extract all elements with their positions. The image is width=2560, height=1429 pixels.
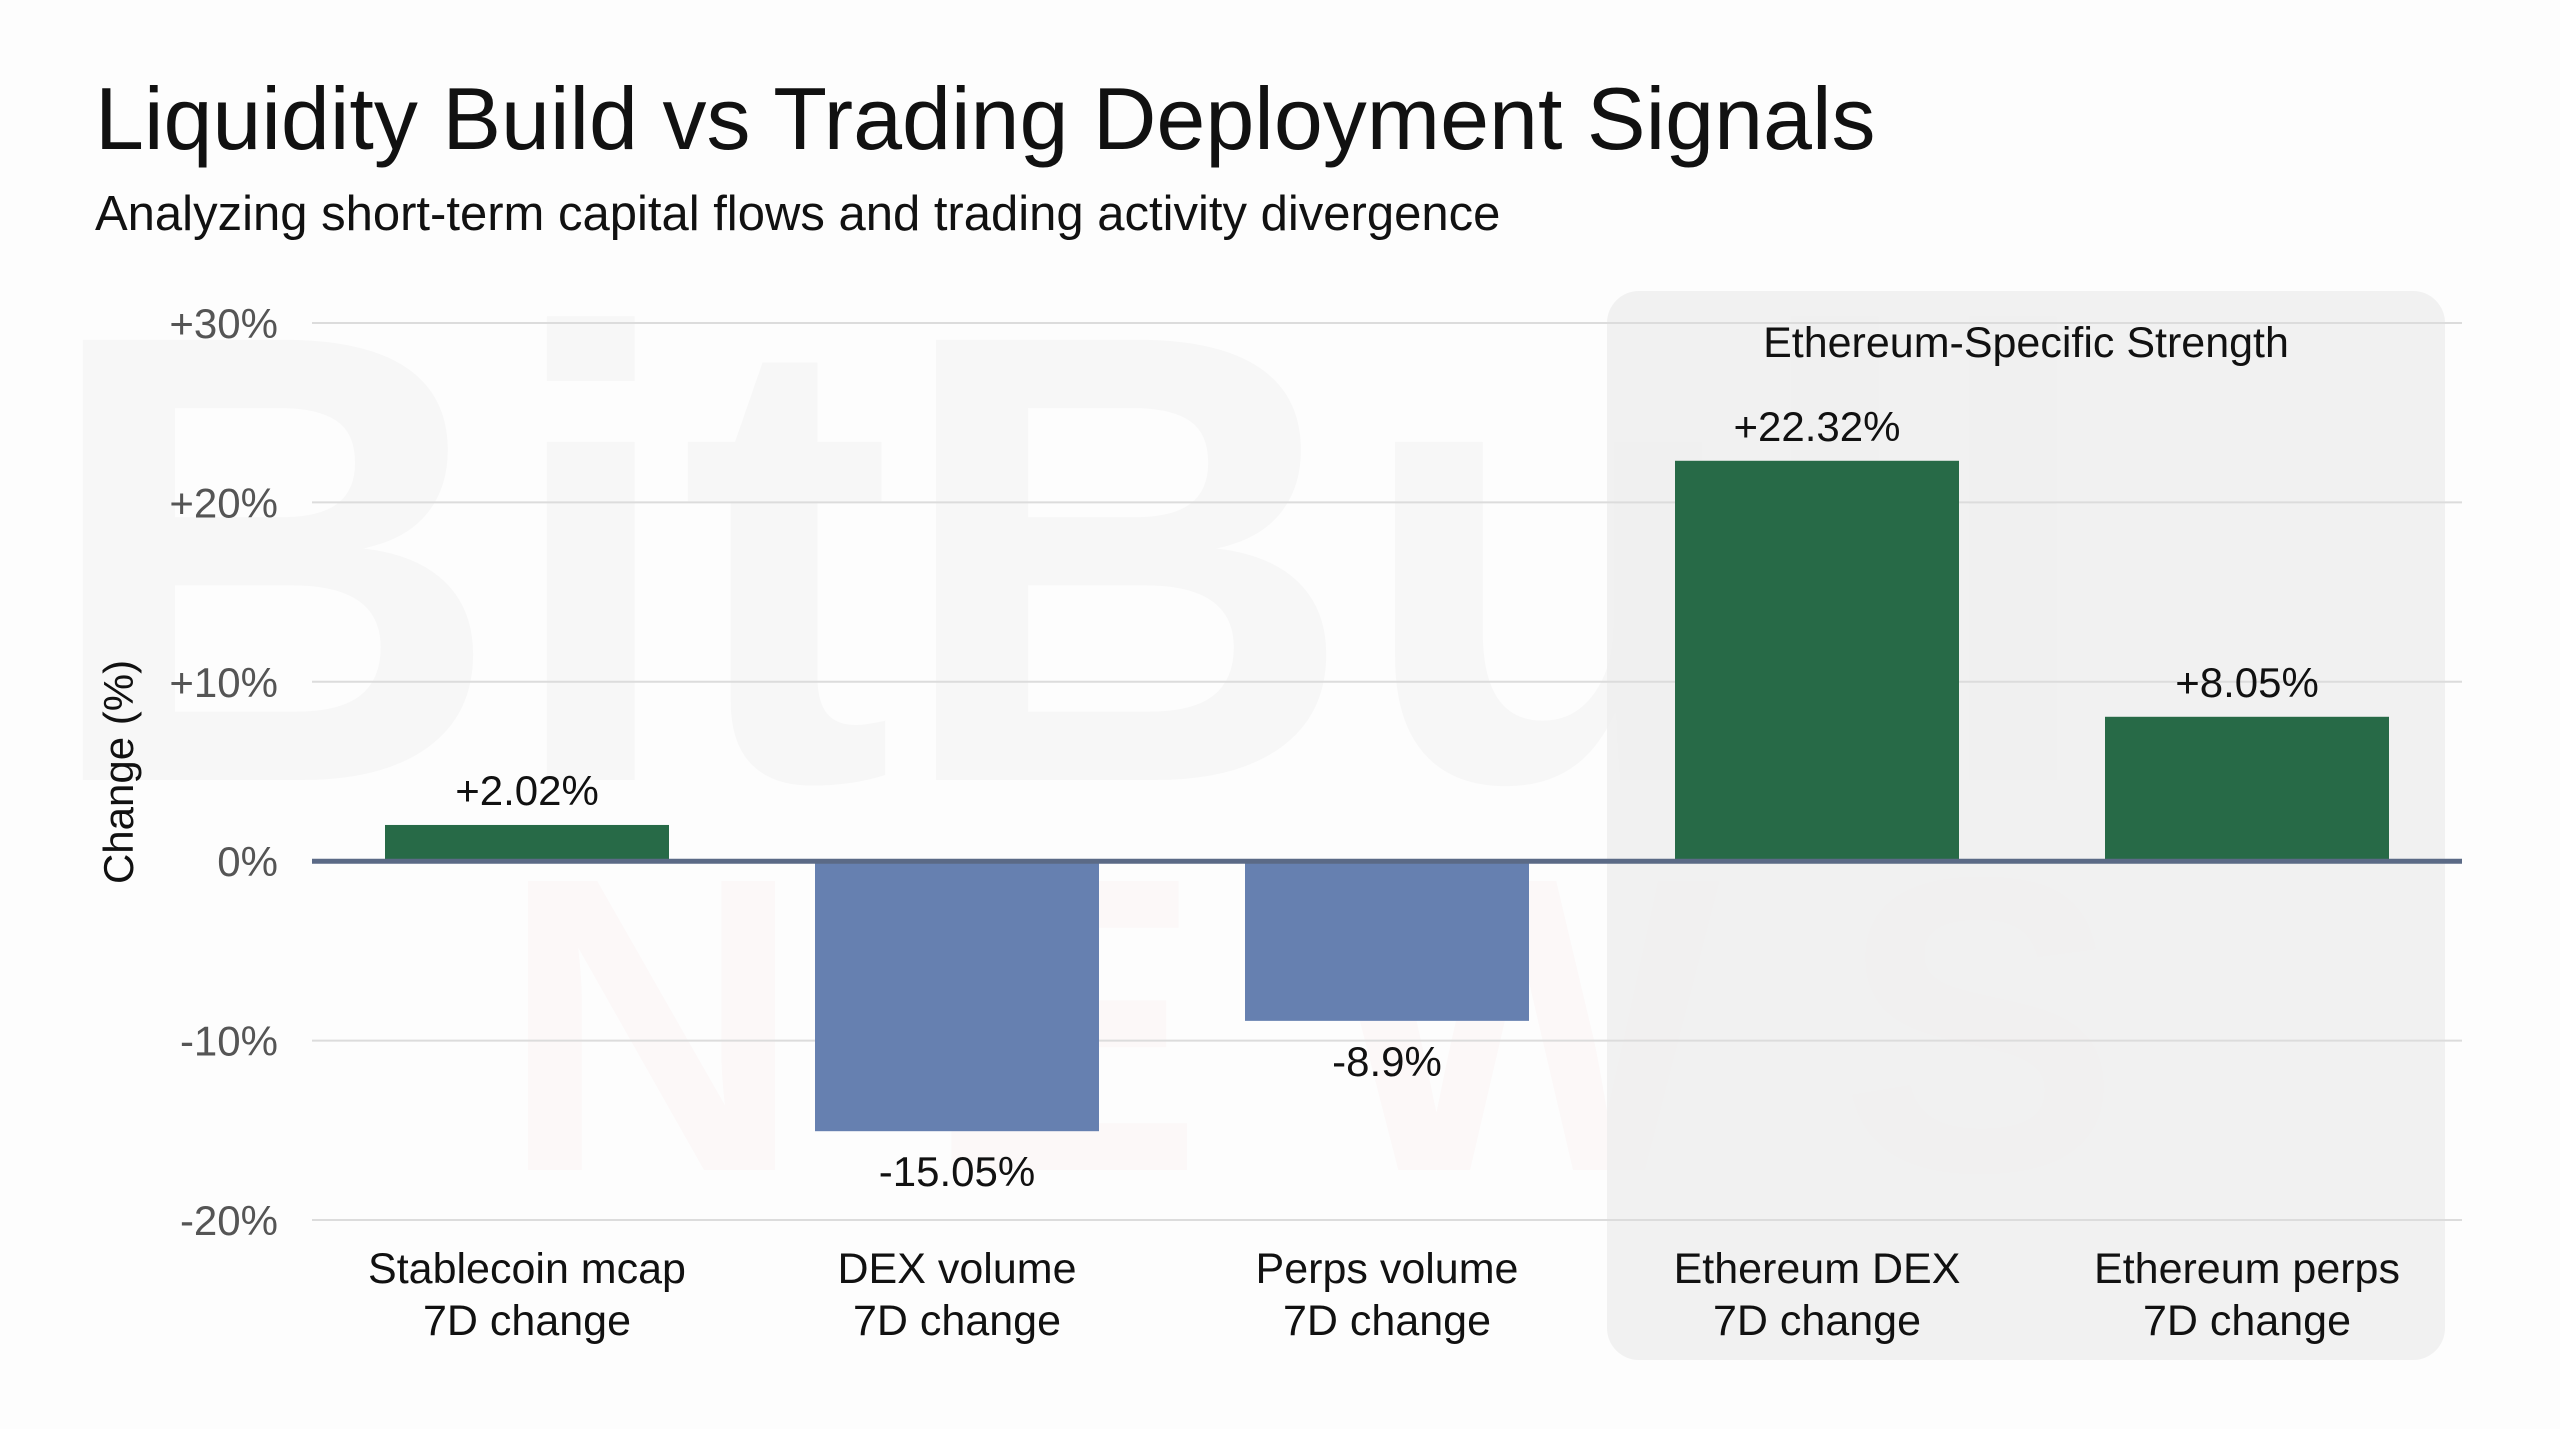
x-tick-label: 7D change xyxy=(853,1297,1061,1345)
x-tick-label: 7D change xyxy=(423,1297,631,1345)
x-tick-label: Stablecoin mcap xyxy=(368,1245,686,1293)
x-tick-label: Ethereum DEX xyxy=(1674,1245,1961,1293)
chart-subtitle: Analyzing short-term capital flows and t… xyxy=(95,187,1501,241)
y-tick-label: -20% xyxy=(180,1197,278,1244)
bar xyxy=(385,824,669,862)
chart-title: Liquidity Build vs Trading Deployment Si… xyxy=(95,69,1876,168)
data-label: +22.32% xyxy=(1734,403,1901,450)
y-tick-label: -10% xyxy=(180,1018,278,1065)
y-tick-label: 0% xyxy=(217,838,278,885)
x-tick-label: 7D change xyxy=(1713,1297,1921,1345)
y-axis-title: Change (%) xyxy=(95,660,142,884)
x-tick-label: 7D change xyxy=(1283,1297,1491,1345)
x-tick-label: 7D change xyxy=(2143,1297,2351,1345)
bar xyxy=(1675,460,1959,862)
data-label: +8.05% xyxy=(2175,659,2319,706)
y-tick-label: +10% xyxy=(169,659,278,706)
bar xyxy=(815,861,1099,1132)
data-label: -15.05% xyxy=(879,1148,1035,1195)
y-tick-label: +20% xyxy=(169,479,278,526)
x-tick-label: DEX volume xyxy=(838,1245,1077,1293)
x-tick-label: Perps volume xyxy=(1256,1245,1519,1293)
y-tick-label: +30% xyxy=(169,300,278,347)
data-label: -8.9% xyxy=(1332,1038,1442,1085)
bar xyxy=(2105,716,2389,862)
x-tick-label: Ethereum perps xyxy=(2094,1245,2400,1293)
data-label: +2.02% xyxy=(455,767,599,814)
highlight-label: Ethereum-Specific Strength xyxy=(1763,319,2289,367)
bar xyxy=(1245,861,1529,1021)
